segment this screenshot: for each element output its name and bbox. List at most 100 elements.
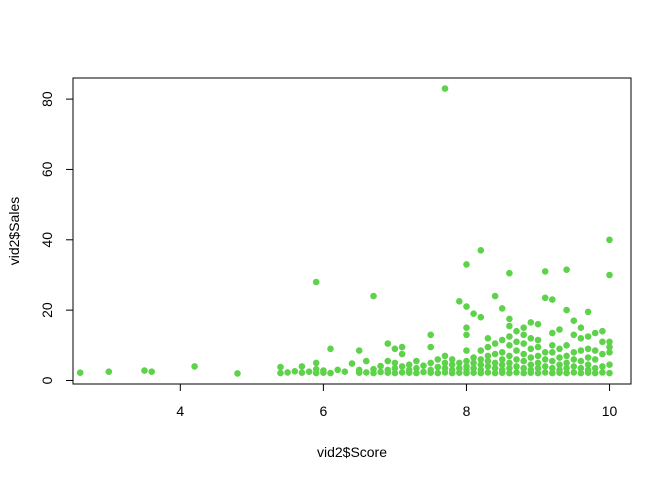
data-point	[470, 359, 477, 367]
data-point	[527, 366, 535, 374]
x-tick-label: 10	[602, 403, 618, 419]
data-point	[563, 359, 570, 367]
data-point	[420, 368, 427, 376]
data-point	[520, 340, 527, 347]
data-point	[606, 271, 613, 279]
data-point	[427, 331, 435, 339]
data-point	[549, 342, 556, 349]
data-point	[584, 308, 592, 316]
data-point	[556, 345, 563, 353]
data-point	[527, 335, 535, 342]
data-point	[570, 369, 578, 376]
data-point	[520, 350, 527, 358]
data-point	[463, 331, 470, 339]
data-point	[441, 85, 449, 92]
x-tick-label: 8	[463, 403, 471, 419]
data-point	[477, 247, 485, 254]
data-point	[427, 343, 435, 351]
data-point	[405, 366, 413, 374]
data-point	[484, 335, 492, 342]
data-point	[298, 363, 306, 370]
data-point	[520, 369, 527, 377]
data-point	[584, 345, 592, 353]
data-point	[506, 342, 513, 349]
y-tick-label: 40	[39, 232, 55, 248]
y-tick-label: 60	[39, 161, 55, 177]
data-point	[577, 324, 585, 332]
data-point	[327, 345, 334, 353]
data-point	[477, 313, 485, 321]
data-point	[405, 361, 413, 369]
data-point	[498, 356, 506, 363]
data-point	[420, 362, 427, 370]
data-point	[484, 357, 492, 365]
data-point	[577, 357, 585, 365]
data-point	[191, 363, 198, 370]
data-point	[491, 364, 499, 372]
data-point	[584, 333, 592, 340]
data-point	[520, 364, 527, 372]
data-point	[520, 331, 527, 339]
data-point	[513, 356, 520, 363]
data-point	[391, 359, 399, 367]
data-point	[427, 366, 435, 374]
data-point	[534, 364, 542, 372]
data-point	[312, 278, 320, 286]
y-axis: 0 20 40 60 80	[39, 91, 74, 384]
data-point	[513, 327, 520, 335]
data-point	[498, 305, 506, 312]
data-point	[599, 327, 606, 335]
data-point	[541, 356, 549, 363]
data-point	[477, 361, 485, 369]
data-point	[534, 352, 542, 360]
data-point	[577, 369, 585, 377]
data-point	[291, 368, 299, 375]
data-point	[370, 365, 377, 373]
data-point	[334, 366, 342, 374]
data-point	[584, 354, 592, 361]
data-point	[606, 349, 613, 356]
data-point	[491, 359, 499, 367]
data-point	[491, 292, 499, 300]
data-point	[520, 324, 527, 332]
data-point	[606, 369, 613, 377]
data-point	[434, 369, 442, 377]
data-point	[513, 338, 520, 346]
data-point	[506, 315, 513, 323]
data-point	[513, 347, 520, 354]
data-point	[434, 356, 442, 363]
data-point	[599, 369, 606, 376]
data-point	[398, 363, 406, 370]
data-point	[570, 363, 578, 370]
y-tick-label: 0	[39, 376, 55, 384]
y-axis-title: vid2$Sales	[6, 197, 22, 266]
data-point	[563, 306, 570, 314]
data-point	[355, 366, 363, 374]
data-point	[448, 356, 456, 363]
data-point	[413, 364, 420, 372]
data-point	[148, 368, 155, 376]
data-point	[284, 369, 291, 376]
data-point	[534, 359, 542, 367]
data-point	[506, 333, 513, 340]
data-point	[606, 338, 613, 346]
data-point	[427, 359, 435, 367]
data-point	[599, 338, 606, 346]
data-point	[363, 369, 370, 376]
data-point	[305, 368, 313, 376]
data-point	[327, 369, 334, 377]
data-point	[456, 359, 463, 367]
data-point	[498, 361, 506, 369]
data-point	[541, 349, 549, 356]
data-point	[448, 366, 456, 374]
data-point	[513, 369, 520, 376]
data-point	[534, 369, 542, 377]
data-point	[377, 362, 384, 370]
data-point	[341, 368, 349, 376]
data-point	[584, 366, 592, 374]
data-point	[577, 347, 585, 354]
data-point	[413, 369, 420, 377]
data-point	[384, 366, 392, 374]
data-point	[355, 347, 363, 354]
